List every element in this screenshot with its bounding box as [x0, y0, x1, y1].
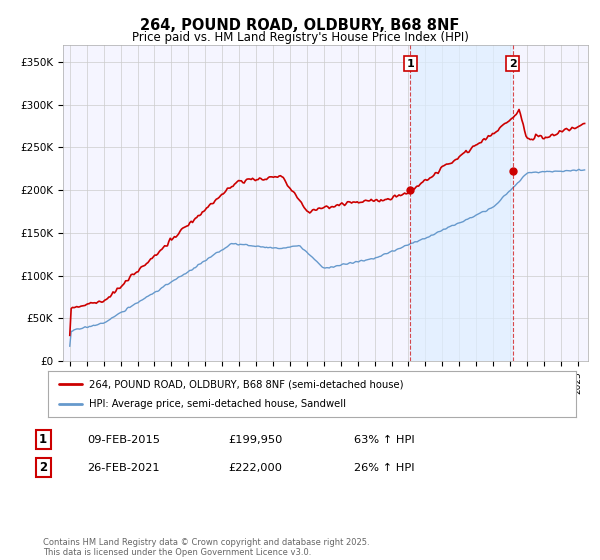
Text: 264, POUND ROAD, OLDBURY, B68 8NF: 264, POUND ROAD, OLDBURY, B68 8NF — [140, 18, 460, 33]
Text: 09-FEB-2015: 09-FEB-2015 — [87, 435, 160, 445]
Text: £222,000: £222,000 — [228, 463, 282, 473]
Text: 26-FEB-2021: 26-FEB-2021 — [87, 463, 160, 473]
Text: 264, POUND ROAD, OLDBURY, B68 8NF (semi-detached house): 264, POUND ROAD, OLDBURY, B68 8NF (semi-… — [89, 379, 404, 389]
Text: 1: 1 — [406, 59, 414, 69]
Text: HPI: Average price, semi-detached house, Sandwell: HPI: Average price, semi-detached house,… — [89, 399, 346, 409]
Text: Contains HM Land Registry data © Crown copyright and database right 2025.
This d: Contains HM Land Registry data © Crown c… — [43, 538, 370, 557]
Text: 1: 1 — [39, 433, 47, 446]
Text: 2: 2 — [39, 461, 47, 474]
Text: 26% ↑ HPI: 26% ↑ HPI — [354, 463, 415, 473]
Text: Price paid vs. HM Land Registry's House Price Index (HPI): Price paid vs. HM Land Registry's House … — [131, 31, 469, 44]
Text: 63% ↑ HPI: 63% ↑ HPI — [354, 435, 415, 445]
Text: £199,950: £199,950 — [228, 435, 283, 445]
Text: 2: 2 — [509, 59, 517, 69]
Bar — [410, 45, 512, 361]
